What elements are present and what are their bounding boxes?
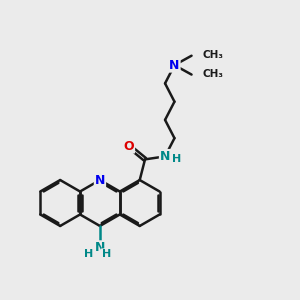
Text: H: H <box>84 249 93 259</box>
Text: CH₃: CH₃ <box>203 50 224 60</box>
Text: H: H <box>102 249 111 259</box>
Text: N: N <box>169 58 180 72</box>
Text: O: O <box>124 140 134 153</box>
Text: N: N <box>95 241 105 254</box>
Text: N: N <box>95 173 105 187</box>
Text: CH₃: CH₃ <box>203 69 224 79</box>
Text: N: N <box>160 150 170 163</box>
Text: H: H <box>172 154 181 164</box>
